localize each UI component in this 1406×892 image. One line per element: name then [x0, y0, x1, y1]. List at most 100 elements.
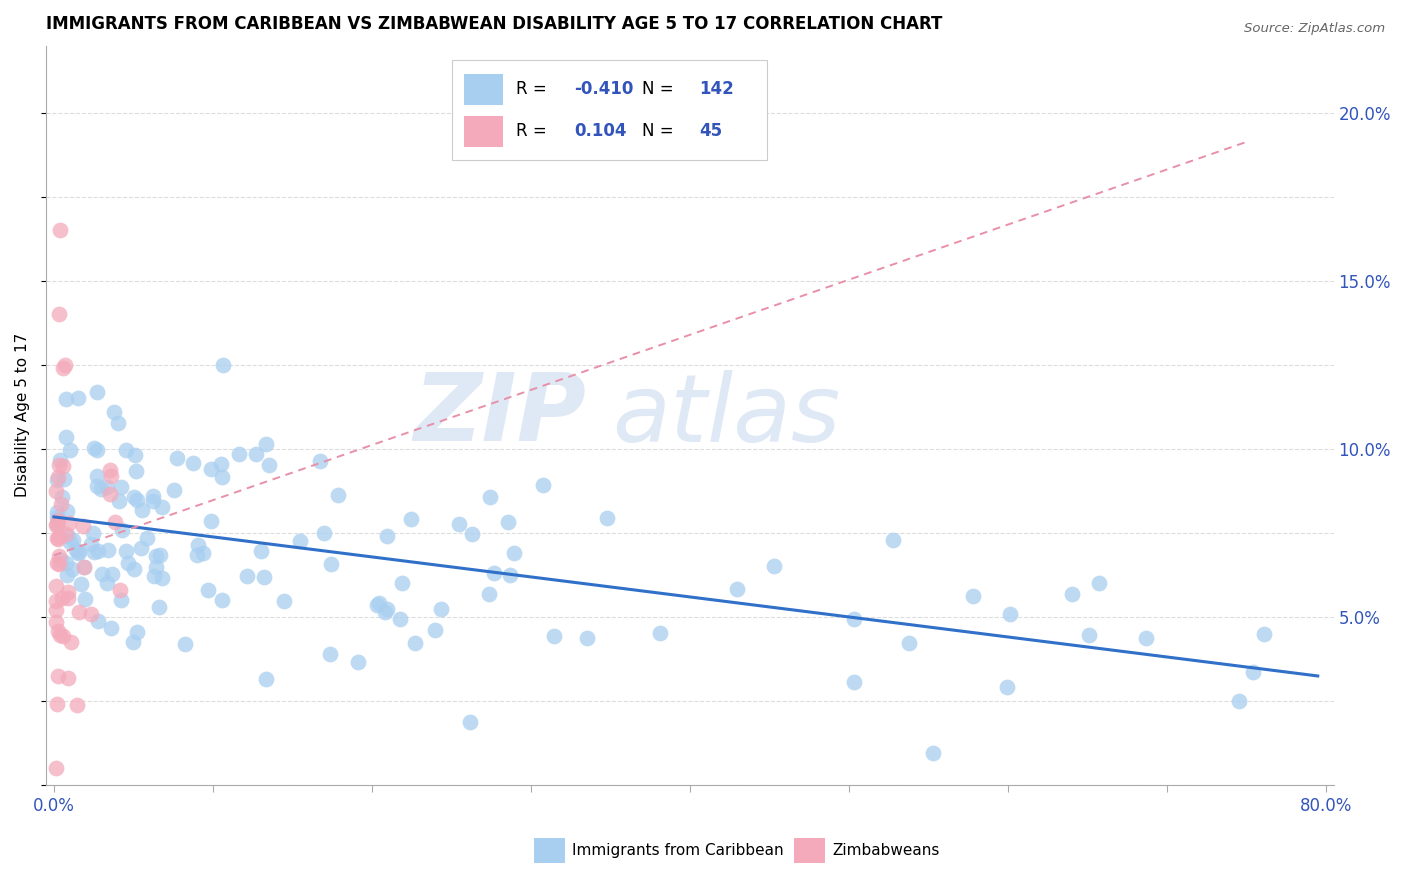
Point [449, 517, 471, 532]
Point [97, 543, 120, 558]
Point [425, 623, 447, 637]
Point [58, 585, 80, 599]
Point [96, 576, 118, 591]
Point [67, 605, 90, 619]
Point [150, 500, 173, 515]
Point [648, 626, 671, 640]
Point [124, 490, 146, 504]
Point [211, 593, 233, 607]
Point [142, 489, 165, 503]
Point [1253, 627, 1275, 641]
Point [114, 442, 136, 457]
Point [763, 558, 786, 573]
Point [49, 628, 72, 642]
Point [46, 509, 69, 524]
Point [115, 543, 138, 558]
Text: 142: 142 [699, 79, 734, 97]
Point [53, 472, 76, 486]
Point [46, 517, 69, 532]
Point [110, 592, 132, 607]
Point [60, 635, 83, 649]
Point [44, 761, 66, 775]
Point [209, 458, 232, 472]
Bar [464, 116, 503, 147]
Point [312, 526, 335, 541]
Point [46, 473, 69, 487]
Text: Zimbabweans: Zimbabweans [832, 844, 939, 858]
Point [388, 612, 411, 626]
Point [98, 463, 121, 477]
Point [245, 447, 267, 461]
Point [478, 490, 501, 504]
Point [1088, 576, 1111, 591]
Point [55, 392, 77, 406]
Text: R =: R = [516, 79, 553, 97]
Point [149, 548, 172, 562]
Point [183, 456, 205, 470]
Y-axis label: Disability Age 5 to 17: Disability Age 5 to 17 [15, 333, 30, 498]
Point [998, 607, 1021, 621]
Point [46, 470, 69, 484]
Point [842, 612, 865, 626]
Point [86, 443, 108, 458]
Point [117, 557, 139, 571]
Point [67, 545, 90, 559]
Point [44, 518, 66, 533]
Point [1241, 665, 1264, 679]
Point [44, 615, 66, 629]
Point [318, 647, 340, 661]
Text: ZIP: ZIP [413, 369, 586, 461]
Point [131, 502, 153, 516]
Point [253, 570, 276, 584]
Text: -0.410: -0.410 [574, 79, 633, 97]
Point [53, 358, 76, 372]
Point [499, 568, 522, 582]
Point [531, 478, 554, 492]
Point [150, 571, 173, 585]
Point [103, 405, 125, 419]
Point [200, 515, 222, 529]
Text: atlas: atlas [613, 369, 841, 460]
Point [254, 672, 277, 686]
Point [96, 480, 118, 494]
Point [59, 534, 82, 549]
Point [104, 515, 127, 529]
Point [1227, 693, 1250, 707]
Point [211, 358, 233, 372]
Point [429, 602, 451, 616]
Point [173, 637, 195, 651]
Point [503, 546, 526, 560]
Point [374, 605, 396, 619]
Point [46, 517, 69, 532]
Point [55, 526, 77, 541]
Point [46, 669, 69, 683]
Point [596, 511, 619, 525]
Point [368, 597, 391, 611]
Point [56, 671, 79, 685]
Point [962, 589, 984, 603]
Point [80, 537, 103, 551]
Point [80, 607, 103, 622]
Point [148, 599, 170, 614]
Point [91, 567, 114, 582]
Point [67, 392, 90, 406]
Text: 45: 45 [699, 121, 721, 140]
Point [211, 470, 233, 484]
Point [82, 526, 104, 541]
Point [391, 575, 413, 590]
Point [125, 625, 148, 640]
Point [131, 541, 153, 555]
Point [70, 577, 93, 591]
Text: N =: N = [643, 79, 679, 97]
Point [87, 544, 110, 558]
Point [107, 416, 129, 430]
Point [46, 532, 69, 546]
Point [460, 527, 482, 541]
Point [200, 462, 222, 476]
Point [48, 307, 70, 321]
Point [921, 746, 943, 760]
Point [995, 680, 1018, 694]
Point [375, 528, 398, 542]
Point [142, 494, 165, 508]
Point [100, 566, 122, 581]
